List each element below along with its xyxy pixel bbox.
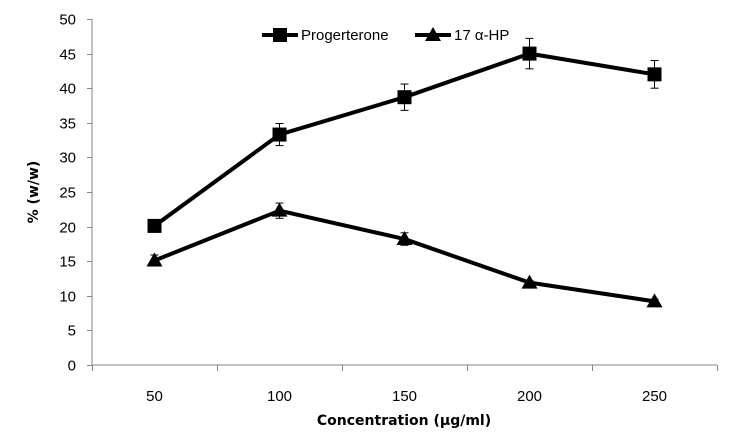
- series-progerterone: [147, 37, 662, 233]
- legend: Progerterone 17 α-HP: [262, 27, 509, 44]
- y-tick-label: 15: [59, 254, 76, 271]
- y-tick-label: 40: [59, 81, 76, 98]
- x-tick-label: 200: [517, 388, 542, 405]
- y-tick-label: 30: [59, 150, 76, 167]
- legend-label: 17 α-HP: [454, 27, 509, 44]
- y-tick-label: 20: [59, 220, 76, 237]
- y-axis-title: % (w/w): [26, 161, 42, 224]
- x-tick-label: 50: [146, 388, 163, 405]
- legend-label: Progerterone: [301, 27, 389, 44]
- y-tick-label: 10: [59, 289, 76, 306]
- y-tick-label: 50: [59, 12, 76, 29]
- y-tick-label: 25: [59, 185, 76, 202]
- legend-item: Progerterone: [262, 27, 389, 44]
- square-marker: [272, 127, 287, 142]
- y-axis-ticks: 0 5 10 15 20 25 30 35 40 45 50: [59, 12, 92, 375]
- x-tick-label: 100: [267, 388, 292, 405]
- triangle-marker: [271, 202, 288, 217]
- square-marker: [273, 28, 287, 42]
- legend-item: 17 α-HP: [415, 27, 509, 44]
- series-line: [153, 208, 655, 304]
- x-tick-label: 250: [642, 388, 667, 405]
- x-axis-ticks: 50 100 150 200 250: [92, 365, 718, 405]
- triangle-marker: [646, 293, 663, 308]
- triangle-marker: [521, 274, 538, 289]
- square-marker: [647, 67, 662, 82]
- y-tick-label: 5: [68, 323, 76, 340]
- square-marker: [147, 218, 162, 233]
- y-tick-label: 35: [59, 116, 76, 133]
- series-layer: [146, 37, 663, 308]
- series-17-alpha-hp: [146, 202, 663, 308]
- square-marker: [522, 46, 537, 61]
- y-tick-label: 45: [59, 47, 76, 64]
- series-line: [153, 51, 655, 228]
- triangle-marker: [425, 27, 441, 41]
- triangle-marker: [396, 231, 413, 246]
- triangle-marker: [146, 252, 163, 267]
- x-tick-label: 150: [392, 388, 417, 405]
- square-marker: [397, 90, 412, 105]
- x-axis-title: Concentration (µg/ml): [317, 413, 491, 429]
- y-tick-label: 0: [68, 358, 76, 375]
